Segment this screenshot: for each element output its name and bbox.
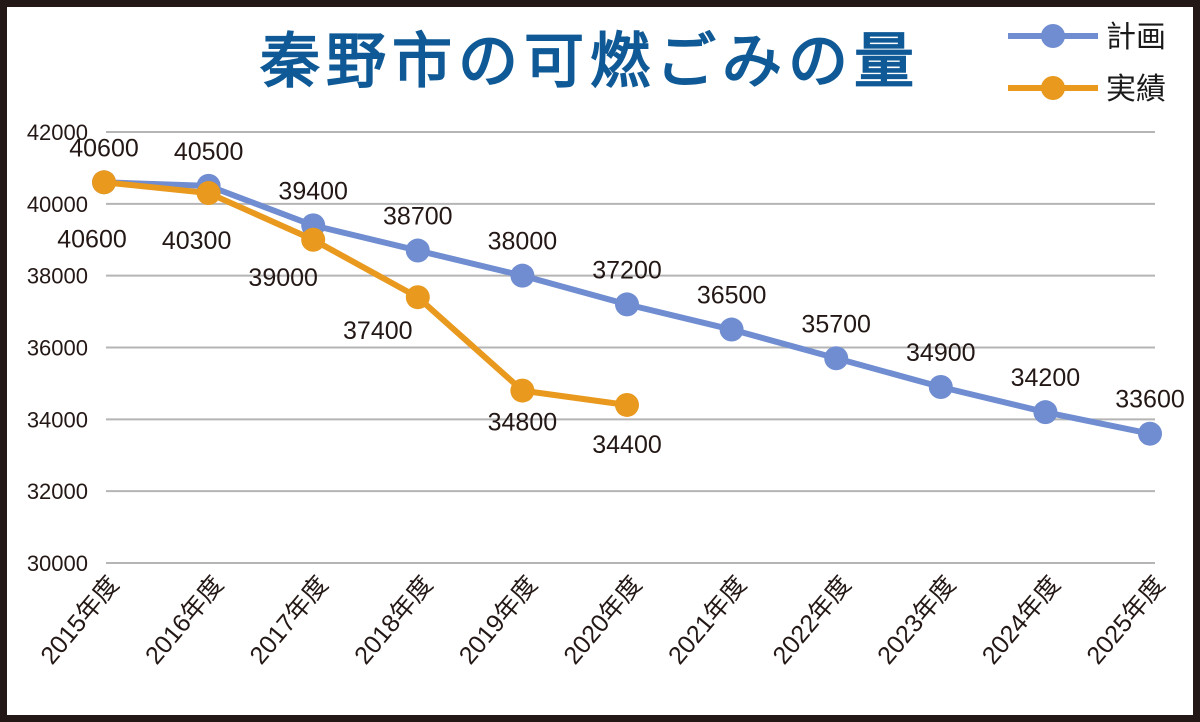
chart-frame: 秦野市の可燃ごみの量 計画実績 42000 40000 38000 36000 3400… — [7, 7, 1193, 715]
data-label-actual: 34400 — [592, 431, 662, 459]
y-tick-label: 40000 — [27, 192, 88, 217]
data-point-plan — [510, 263, 535, 288]
data-point-actual — [510, 378, 535, 403]
data-label-plan: 38000 — [488, 228, 558, 256]
chart-title: 秦野市の可燃ごみの量 — [259, 27, 920, 97]
legend-marker — [1041, 76, 1065, 100]
series-line-actual — [103, 179, 628, 408]
y-tick-label: 38000 — [27, 264, 88, 289]
legend-marker — [1041, 24, 1065, 48]
data-label-actual: 40300 — [162, 227, 232, 255]
data-point-actual — [301, 227, 326, 252]
x-tick-label: 2020年度 — [558, 571, 647, 670]
x-axis-ticks: 2015年度 2016年度 2017年度 2018年度 2019年度 2020年度 2021… — [35, 571, 1170, 670]
data-point-actual — [196, 181, 221, 206]
data-label-plan: 40600 — [69, 134, 139, 162]
x-tick-label: 2022年度 — [767, 571, 856, 670]
data-label-actual: 39000 — [248, 264, 318, 292]
data-point-plan — [928, 375, 953, 400]
legend-label: 実績 — [1106, 72, 1166, 107]
y-tick-label: 32000 — [27, 479, 88, 504]
data-label-actual: 37400 — [343, 317, 413, 345]
gridlines — [106, 131, 1155, 564]
data-label-plan: 40500 — [174, 138, 244, 166]
data-point-plan — [1033, 400, 1058, 425]
y-tick-label: 30000 — [27, 551, 88, 576]
data-point-actual — [405, 285, 430, 310]
y-axis-ticks: 42000 40000 38000 36000 34000 32000 30000 — [27, 120, 88, 576]
data-label-plan: 39400 — [278, 177, 348, 205]
x-tick-label: 2017年度 — [244, 571, 333, 670]
x-tick-label: 2024年度 — [977, 571, 1066, 670]
data-label-plan: 38700 — [383, 203, 453, 231]
x-tick-label: 2015年度 — [35, 571, 124, 670]
data-label-actual: 34800 — [488, 409, 558, 437]
data-point-plan — [1138, 421, 1162, 446]
data-point-plan — [405, 238, 430, 263]
x-tick-label: 2018年度 — [349, 571, 438, 670]
y-tick-label: 34000 — [27, 407, 88, 432]
data-label-actual: 40600 — [57, 225, 127, 253]
data-point-plan — [719, 317, 744, 342]
data-labels: 40600 40500 39400 38700 38000 37200 36500 35700… — [57, 134, 1185, 459]
data-label-plan: 36500 — [697, 282, 767, 310]
data-point-actual — [615, 392, 639, 417]
data-label-plan: 37200 — [592, 256, 662, 284]
data-label-plan: 34900 — [906, 339, 976, 367]
series-group — [92, 170, 1162, 446]
y-tick-label: 36000 — [27, 336, 88, 361]
data-label-plan: 35700 — [801, 310, 871, 338]
data-label-plan: 33600 — [1115, 386, 1185, 414]
data-point-actual — [92, 170, 116, 195]
x-tick-label: 2023年度 — [872, 571, 961, 670]
x-tick-label: 2019年度 — [454, 571, 543, 670]
data-point-plan — [824, 346, 849, 371]
x-tick-label: 2021年度 — [663, 571, 752, 670]
x-tick-label: 2016年度 — [140, 571, 229, 670]
y-tick-label: 42000 — [27, 120, 88, 145]
x-tick-label: 2025年度 — [1081, 571, 1170, 670]
data-label-plan: 34200 — [1011, 364, 1081, 392]
legend-label: 計画 — [1106, 20, 1166, 55]
data-point-plan — [615, 292, 639, 317]
